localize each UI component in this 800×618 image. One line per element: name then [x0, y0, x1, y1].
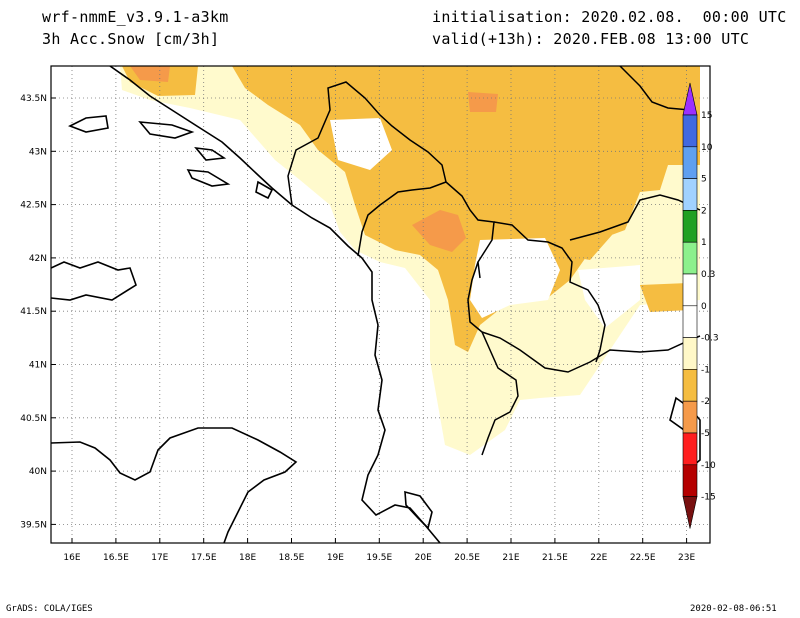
colorbar-swatch [682, 210, 698, 243]
lon-tick-label: 22.5E [630, 553, 656, 563]
colorbar-swatch [682, 178, 698, 211]
latitude-axis: 43.5N 43N 42.5N 42N 41.5N 41N 40.5N 40N 39.5N [20, 94, 56, 530]
lon-tick-label: 18.5E [279, 553, 305, 563]
lat-tick-label: 43.5N [20, 94, 47, 104]
colorbar-label: -10 [701, 461, 716, 471]
colorbar-label: 5 [701, 175, 707, 185]
island-4 [186, 169, 231, 187]
lon-tick-label: 23E [678, 553, 695, 563]
lon-tick-label: 20.5E [454, 553, 480, 563]
colorbar-label: 0.3 [701, 270, 715, 280]
colorbar-swatch [682, 273, 698, 307]
lon-tick-label: 19E [327, 553, 344, 563]
coastlines [51, 66, 701, 543]
colorbar-swatch [682, 337, 698, 370]
colorbar-label: 10 [701, 143, 713, 153]
colorbar-swatch [682, 400, 698, 434]
border-mn-rs [357, 181, 447, 257]
border-al-mk [467, 261, 519, 456]
colorbar-label: -15 [701, 493, 716, 503]
corfu-coast [404, 490, 433, 530]
lon-tick-label: 16E [63, 553, 80, 563]
colorbar-swatch [682, 369, 698, 402]
colorbar-swatch [682, 146, 698, 179]
model-title: wrf-nmmE_v3.9.1-a3km [42, 8, 229, 26]
lon-tick-label: 17.5E [191, 553, 217, 563]
lat-tick-label: 39.5N [20, 520, 47, 530]
croatian-coast [109, 66, 441, 543]
lat-tick-label: 42.5N [20, 201, 47, 211]
island-1 [68, 115, 109, 133]
colorbar-label: 1 [701, 238, 707, 248]
plot-frame [50, 65, 711, 544]
italian-coast [51, 261, 137, 301]
borders [287, 66, 701, 456]
snow-shading [120, 66, 700, 455]
colorbar-swatch [682, 464, 698, 497]
colorbar-label: -2 [701, 397, 710, 407]
lon-tick-label: 20E [415, 553, 432, 563]
lon-tick-label: 21.5E [542, 553, 568, 563]
island-3 [194, 146, 227, 161]
colorbar-swatch [682, 432, 698, 466]
lon-tick-label: 18E [239, 553, 256, 563]
gargano-coast [51, 427, 298, 543]
lat-tick-label: 42N [29, 254, 47, 264]
colorbar-bottom-arrow [682, 496, 698, 529]
lon-tick-label: 19.5E [366, 553, 392, 563]
colorbar-label: 0 [701, 302, 707, 312]
lat-tick-label: 41.5N [20, 307, 47, 317]
lon-tick-label: 21E [502, 553, 519, 563]
border-east [619, 66, 691, 111]
colorbar-label: -1 [701, 365, 710, 375]
heavy-snow-area [130, 66, 540, 280]
colorbar-swatch [682, 114, 698, 148]
lat-tick-label: 40.5N [20, 414, 47, 424]
lon-tick-label: 17E [151, 553, 168, 563]
colorbar-label: -5 [701, 429, 710, 439]
valid-time: valid(+13h): 2020.FEB.08 13:00 UTC [432, 30, 750, 48]
colorbar-label: 2 [701, 206, 707, 216]
lon-tick-label: 16.5E [103, 553, 129, 563]
lat-tick-label: 41N [29, 361, 47, 371]
footer-credit: GrADS: COLA/IGES [6, 604, 93, 614]
border-bg-rs [569, 194, 701, 241]
border-gr [481, 331, 701, 373]
init-time: initialisation: 2020.02.08. 00:00 UTC [432, 8, 787, 26]
lat-tick-label: 43N [29, 147, 47, 157]
island-5 [255, 180, 274, 200]
border-mk-bg [493, 221, 606, 363]
footer-timestamp: 2020-02-08-06:51 [690, 604, 777, 614]
border-north [287, 81, 447, 206]
colorbar-swatch [682, 241, 698, 275]
colorbar: 15 10 5 2 1 0.3 0 -0.3 -1 -2 -5 -10 -15 [682, 82, 719, 529]
colorbar-swatch [682, 305, 698, 338]
snow-free-area [330, 118, 640, 328]
island-2 [138, 121, 195, 139]
colorbar-label: -0.3 [701, 334, 719, 344]
border-kosovo [445, 181, 495, 279]
lon-tick-label: 22E [590, 553, 607, 563]
lat-tick-label: 40N [29, 467, 47, 477]
longitude-axis: 16E 16.5E 17E 17.5E 18E 18.5E 19E 19.5E 20E 20.5E… [63, 538, 695, 563]
colorbar-label: 15 [701, 111, 712, 121]
field-title: 3h Acc.Snow [cm/3h] [42, 30, 220, 48]
